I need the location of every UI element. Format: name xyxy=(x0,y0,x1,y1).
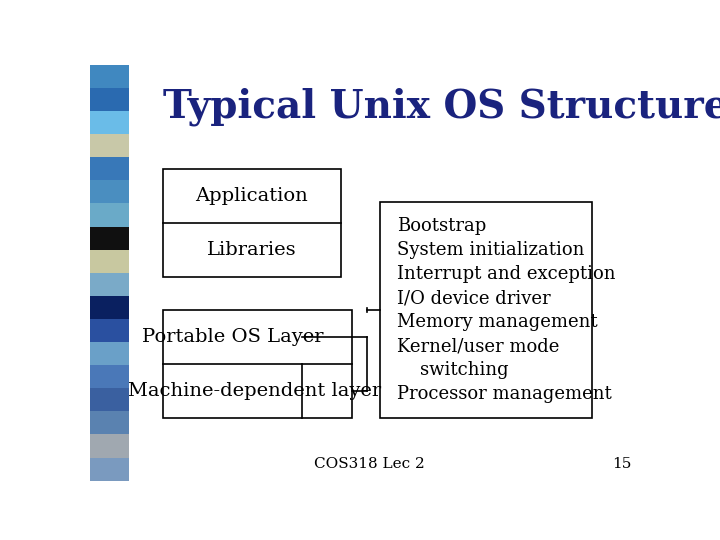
Bar xyxy=(90,388,129,411)
Text: I/O device driver: I/O device driver xyxy=(397,289,551,307)
Text: switching: switching xyxy=(397,361,508,379)
Text: Portable OS Layer: Portable OS Layer xyxy=(142,328,323,346)
Text: Application: Application xyxy=(195,187,308,205)
Bar xyxy=(90,65,129,88)
Text: Libraries: Libraries xyxy=(207,241,297,259)
Text: COS318 Lec 2: COS318 Lec 2 xyxy=(314,457,424,471)
Bar xyxy=(163,310,352,418)
Text: Interrupt and exception: Interrupt and exception xyxy=(397,265,616,283)
Text: Bootstrap: Bootstrap xyxy=(397,217,486,235)
Bar xyxy=(90,157,129,180)
Bar xyxy=(90,180,129,204)
Text: 15: 15 xyxy=(612,457,631,471)
Bar xyxy=(163,168,341,277)
Text: Kernel/user mode: Kernel/user mode xyxy=(397,337,559,355)
Text: Typical Unix OS Structure: Typical Unix OS Structure xyxy=(163,87,720,126)
Bar xyxy=(90,365,129,388)
Text: Processor management: Processor management xyxy=(397,385,612,403)
Bar xyxy=(90,226,129,249)
Bar xyxy=(90,134,129,157)
Text: System initialization: System initialization xyxy=(397,241,584,259)
Bar xyxy=(380,202,593,418)
Bar xyxy=(90,273,129,296)
Bar xyxy=(90,296,129,319)
Bar xyxy=(90,319,129,342)
Bar xyxy=(90,111,129,134)
Text: Memory management: Memory management xyxy=(397,313,598,331)
Bar xyxy=(90,249,129,273)
Bar xyxy=(90,88,129,111)
Bar xyxy=(90,434,129,457)
Bar xyxy=(90,342,129,365)
Bar xyxy=(90,204,129,226)
Text: Machine-dependent layer: Machine-dependent layer xyxy=(128,382,381,400)
Bar xyxy=(90,411,129,434)
Bar xyxy=(90,457,129,481)
